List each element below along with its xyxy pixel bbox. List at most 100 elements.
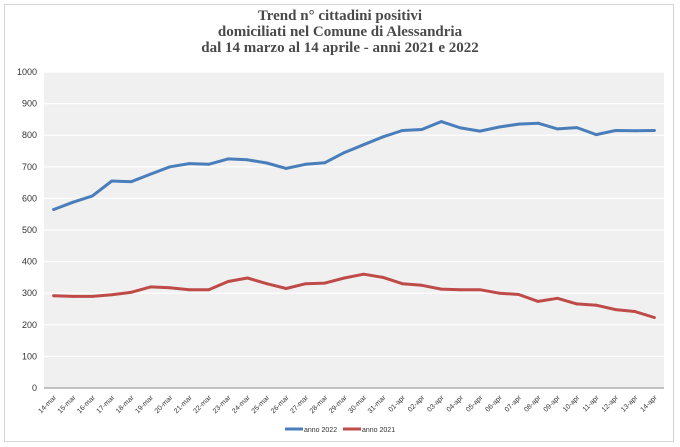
x-tick-label: 29-mar [328,394,349,415]
x-tick-label: 23-mar [212,394,233,415]
x-tick-label: 17-mar [96,394,117,415]
data-point [478,129,482,133]
data-point [594,303,598,307]
chart-title: Trend n° cittadini positivi domiciliati … [0,8,680,56]
x-tick-label: 25-mar [251,394,272,415]
x-tick-label: 10-apr [562,394,582,414]
data-point [536,300,540,303]
x-tick-label: 02-apr [407,394,427,414]
x-tick-label: 15-mar [57,394,78,415]
data-point [401,129,404,132]
data-point [478,288,482,292]
x-tick-label: 01-apr [388,394,408,414]
data-point [497,291,501,295]
data-point [517,293,521,296]
data-point [187,162,191,166]
data-point [614,308,617,312]
x-tick-label: 13-apr [620,394,640,414]
x-tick-label: 12-apr [601,394,621,414]
x-tick-label: 18-mar [115,394,136,415]
data-point [439,287,443,291]
data-point [497,125,501,129]
data-point [556,296,559,300]
chart-title-line-3: dal 14 marzo al 14 aprile - anni 2021 e … [201,40,479,56]
x-tick-label: 05-apr [465,394,485,414]
data-point [129,180,133,184]
data-point [149,285,152,289]
data-point [652,129,656,132]
data-point [246,158,249,162]
chart-title-line-2: domiciliati nel Comune di Alessandria [217,24,463,40]
series-lines [52,120,656,319]
y-tick-label: 0 [32,383,37,393]
data-point [633,129,637,133]
x-tick-label: 14-mar [37,394,58,415]
x-tick-label: 03-apr [426,394,446,414]
x-tick-label: 28-mar [309,394,330,415]
data-point [168,286,172,290]
legend-label-1: anno 2021 [362,427,395,434]
y-tick-label: 500 [22,225,37,235]
data-point [110,179,114,183]
y-tick-label: 600 [22,193,37,203]
data-point [420,283,424,287]
x-tick-label: 19-mar [134,394,155,415]
y-tick-label: 1000 [17,67,37,77]
y-tick-label: 700 [22,162,37,172]
chart-title-line-1: Trend n° cittadini positivi [257,8,423,24]
y-tick-label: 900 [22,99,37,109]
data-point [594,133,598,136]
x-tick-label: 31-mar [367,394,388,415]
data-point [265,161,269,165]
data-point [614,129,617,132]
data-point [226,280,230,283]
data-point [633,310,637,313]
legend-label-0: anno 2022 [304,427,337,434]
y-tick-label: 800 [22,130,37,140]
x-tick-label: 27-mar [289,394,310,415]
x-tick-label: 21-mar [173,394,194,415]
y-tick-label: 100 [22,351,37,361]
data-point [149,172,152,176]
data-point [556,127,559,131]
data-point [284,287,288,290]
data-point [381,276,385,279]
x-tick-label: 06-apr [484,394,504,414]
x-tick-label: 30-mar [347,394,368,415]
x-tick-label: 22-mar [192,394,213,415]
data-point [91,294,94,298]
data-point [71,294,75,298]
data-point [381,135,385,139]
data-point [323,161,327,165]
data-point [207,162,211,166]
x-tick-label: 07-apr [504,394,524,414]
data-point [439,120,443,124]
data-point [362,143,366,147]
data-point [265,282,269,286]
data-point [401,282,404,286]
x-tick-label: 24-mar [231,394,252,415]
x-tick-label: 11-apr [582,394,601,413]
data-point [304,282,307,286]
data-point [304,162,307,166]
data-point [226,157,230,161]
data-point [517,122,521,126]
x-tick-label: 04-apr [446,394,466,414]
x-tick-label: 08-apr [523,394,543,414]
x-tick-label: 09-apr [543,394,563,414]
data-point [323,281,327,285]
series-line-1 [52,272,656,319]
data-point [362,272,366,276]
data-point [459,288,462,292]
data-point [459,126,462,130]
x-tick-label: 14-apr [639,394,659,414]
data-point [536,121,540,125]
data-point [575,126,579,130]
y-axis: 0 100 200 300 400 500 600 700 800 900 1000 [17,67,37,393]
data-point [129,290,133,294]
data-point [342,276,346,280]
y-tick-label: 200 [22,320,37,330]
legend: anno 2022 anno 2021 [285,427,395,434]
data-point [652,316,656,319]
